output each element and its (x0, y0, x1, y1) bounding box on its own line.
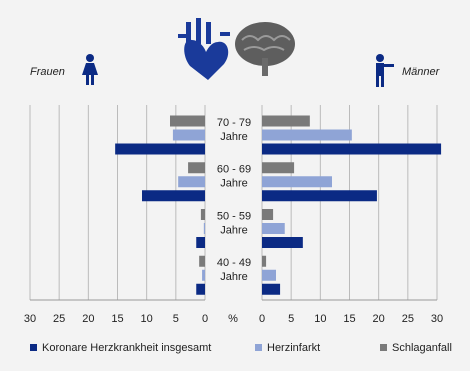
right-tick-label: 25 (402, 313, 414, 325)
right-tick-label: 10 (314, 313, 326, 325)
left-tick-label: 15 (111, 313, 123, 325)
legend-swatch (30, 344, 37, 351)
bar (262, 190, 377, 202)
category-label: 40 - 49 (217, 257, 251, 269)
legend-swatch (380, 344, 387, 351)
bar (202, 269, 205, 281)
left-tick-label: 5 (173, 313, 179, 325)
bar (262, 143, 442, 155)
heart-icon (178, 18, 230, 80)
legend-label: Koronare Herzkrankheit insgesamt (42, 342, 211, 354)
bar (172, 129, 205, 141)
right-tick-label: 5 (288, 313, 294, 325)
right-tick-label: 0 (259, 313, 265, 325)
bar (203, 223, 205, 234)
left-tick-label: 20 (82, 313, 94, 325)
bar (142, 190, 205, 202)
category-label: Jahre (220, 178, 248, 190)
left-tick-label: 10 (141, 313, 153, 325)
bar (262, 255, 267, 267)
left-tick-label: 25 (53, 313, 65, 325)
bar (262, 283, 281, 295)
bar (170, 115, 205, 127)
bar (115, 143, 205, 155)
bar (262, 237, 303, 248)
bar (262, 209, 274, 220)
right-label: Männer (402, 66, 441, 78)
bar (200, 209, 205, 220)
woman-icon (82, 54, 98, 85)
bar (196, 283, 205, 295)
bar (262, 269, 276, 281)
right-tick-label: 30 (431, 313, 443, 325)
bar (188, 162, 205, 174)
left-tick-label: 30 (24, 313, 36, 325)
bar (262, 162, 295, 174)
bar (178, 176, 205, 188)
bar (262, 176, 332, 188)
left-tick-label: 0 (202, 313, 208, 325)
bar (262, 223, 285, 234)
right-tick-label: 15 (343, 313, 355, 325)
bar (262, 115, 310, 127)
axis-unit: % (228, 313, 238, 325)
right-tick-label: 20 (373, 313, 385, 325)
bar (196, 237, 205, 248)
legend-swatch (255, 344, 262, 351)
man-icon (376, 54, 394, 87)
bar (262, 129, 352, 141)
left-label: Frauen (30, 66, 65, 78)
category-label: 50 - 59 (217, 210, 251, 222)
legend-label: Schlaganfall (392, 342, 452, 354)
legend-label: Herzinfarkt (267, 342, 320, 354)
category-label: Jahre (220, 271, 248, 283)
category-label: Jahre (220, 224, 248, 236)
bar (199, 255, 205, 267)
category-label: Jahre (220, 131, 248, 143)
brain-icon (235, 22, 295, 76)
category-label: 70 - 79 (217, 117, 251, 129)
category-label: 60 - 69 (217, 164, 251, 176)
